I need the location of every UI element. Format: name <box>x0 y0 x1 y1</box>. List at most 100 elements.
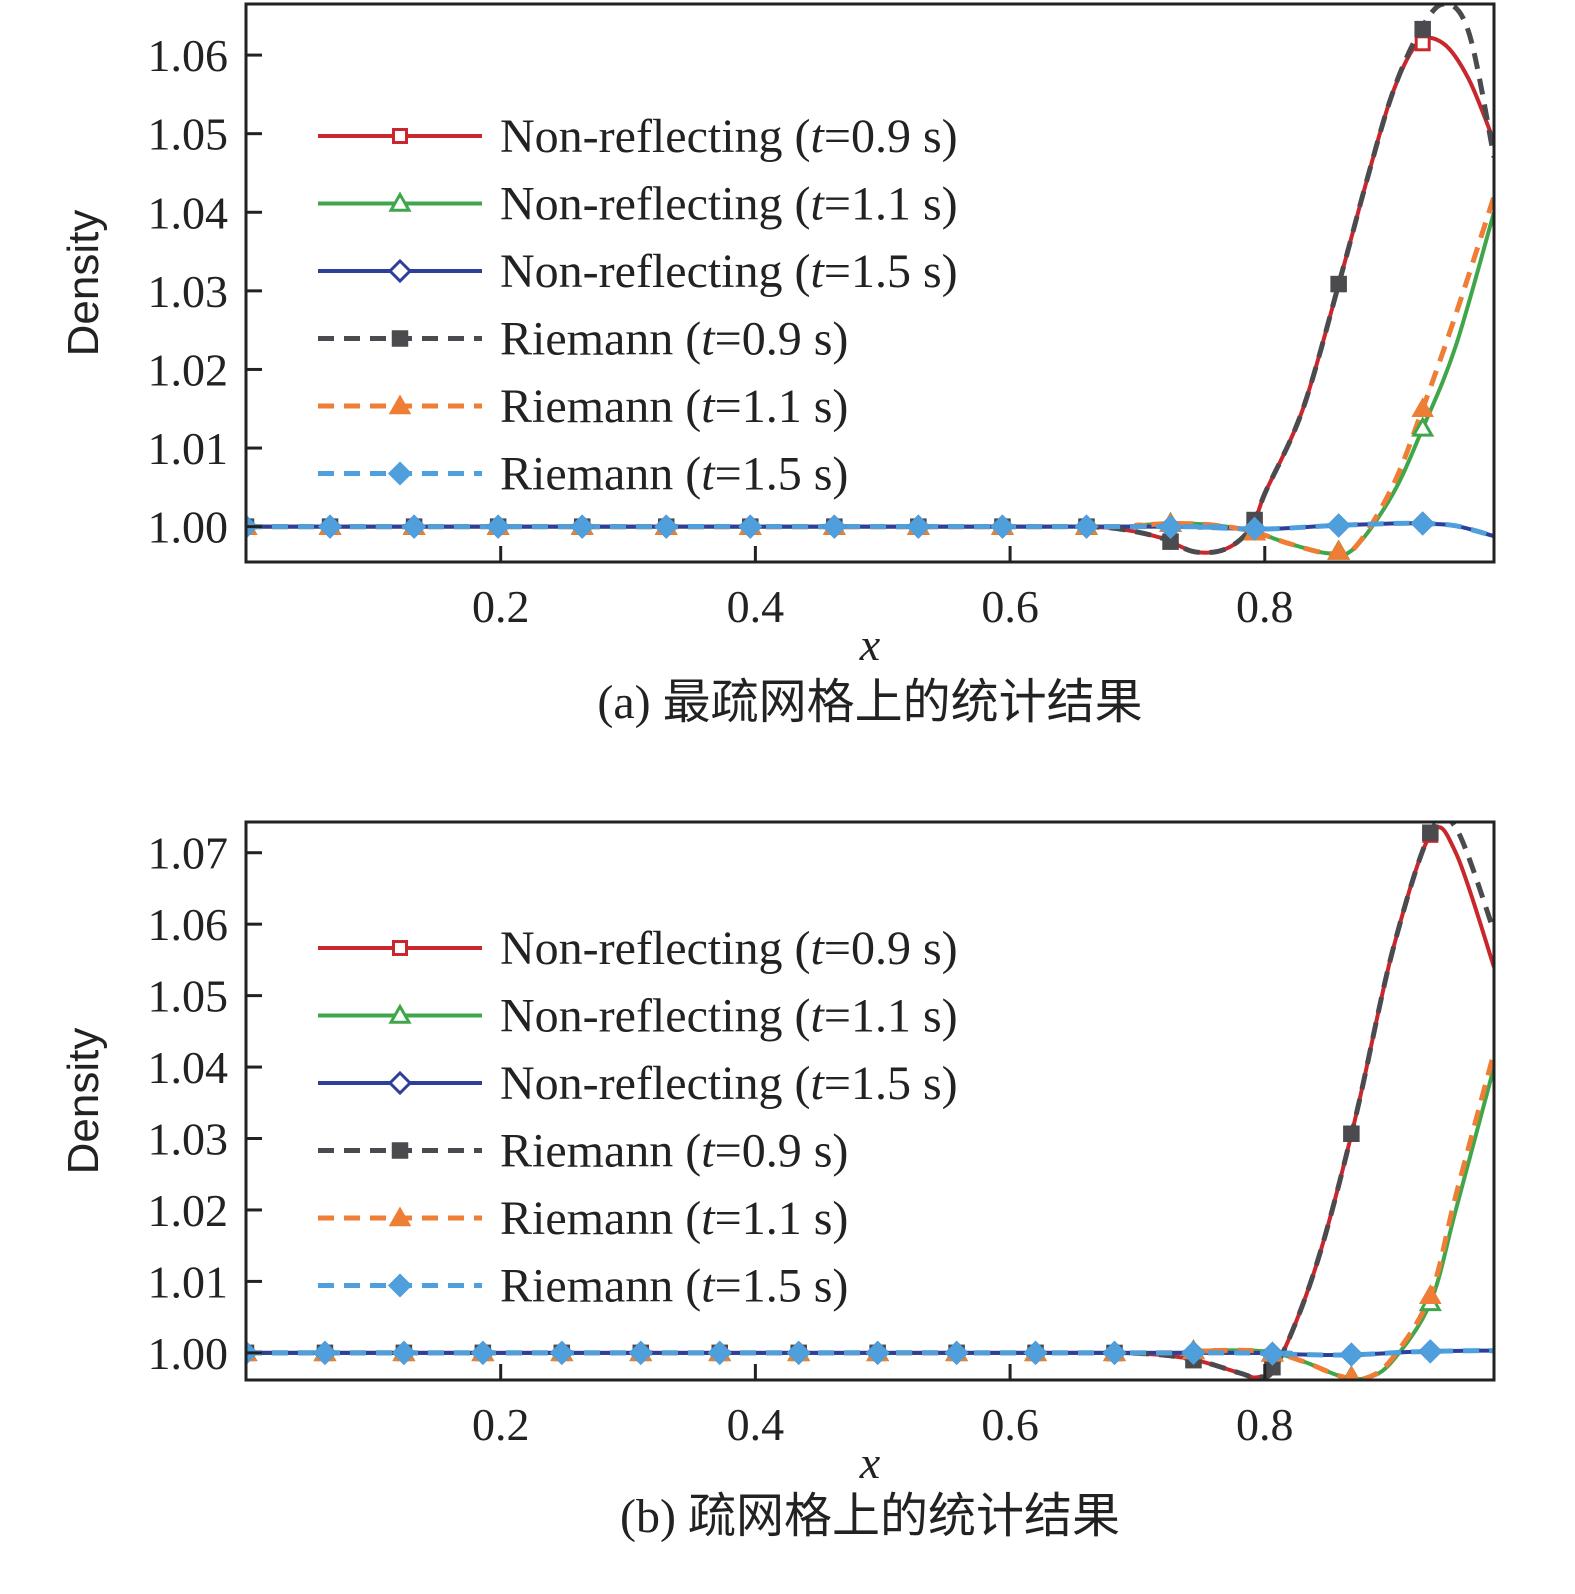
chart-panel-a: Non-reflecting (t=0.9 s) Non-reflecting (… <box>59 2 1496 729</box>
legend-label: Riemann (t=1.1 s) <box>500 380 848 433</box>
legend-item: Riemann (t=1.5 s) <box>318 448 848 501</box>
x-tick-label: 0.2 <box>472 581 530 632</box>
y-tick-label: 1.06 <box>148 899 229 950</box>
x-tick-label: 0.4 <box>727 581 785 632</box>
legend-label: Non-reflecting (t=1.1 s) <box>500 178 958 231</box>
y-tick-label: 1.00 <box>148 502 229 553</box>
data-point <box>738 514 763 539</box>
data-point <box>1418 1339 1443 1364</box>
x-axis-ticks: 0.2 0.4 0.6 0.8 <box>472 1364 1294 1450</box>
y-tick-label: 1.04 <box>148 1042 229 1093</box>
data-point <box>1343 1125 1360 1142</box>
legend-label: Riemann (t=1.5 s) <box>500 1260 848 1313</box>
data-point <box>1414 20 1431 38</box>
series-line <box>246 1348 1494 1358</box>
y-axis-ticks: 1.00 1.01 1.02 1.03 1.04 1.05 1.06 <box>148 30 262 553</box>
y-tick-label: 1.05 <box>148 109 229 160</box>
plot-area <box>246 4 1494 560</box>
y-tick-label: 1.02 <box>148 1185 229 1236</box>
y-tick-label: 1.01 <box>148 1256 229 1307</box>
x-axis-label: x <box>859 619 881 670</box>
data-point <box>1326 513 1351 538</box>
legend-marker <box>388 394 412 415</box>
data-point <box>402 514 427 539</box>
data-point <box>1411 416 1435 437</box>
data-point <box>570 514 595 539</box>
legend: Non-reflecting (t=0.9 s) Non-reflecting (… <box>318 110 958 501</box>
legend-marker <box>392 940 408 956</box>
data-point <box>1260 1341 1285 1366</box>
data-point <box>391 1340 416 1365</box>
x-tick-label: 0.8 <box>1236 581 1294 632</box>
y-axis-label: Density <box>59 210 108 357</box>
legend-marker <box>391 330 409 347</box>
legend-marker <box>387 1273 413 1298</box>
legend-marker <box>387 461 413 486</box>
legend-label: Non-reflecting (t=0.9 s) <box>500 922 958 975</box>
y-tick-label: 1.05 <box>148 971 229 1022</box>
legend-marker <box>388 1003 412 1024</box>
x-tick-label: 0.8 <box>1236 1399 1294 1450</box>
legend-item: Non-reflecting (t=1.1 s) <box>318 990 958 1043</box>
data-point <box>1339 1342 1364 1367</box>
legend-label: Riemann (t=0.9 s) <box>500 313 848 366</box>
data-point <box>1158 514 1183 540</box>
x-tick-label: 0.2 <box>472 1399 530 1450</box>
legend-item: Riemann (t=1.1 s) <box>318 380 848 433</box>
data-point <box>1343 1365 1360 1380</box>
legend-marker <box>392 128 408 144</box>
legend-marker <box>387 258 413 284</box>
chart-panel-b: Non-reflecting (t=0.9 s) Non-reflecting (… <box>59 820 1496 1543</box>
legend: Non-reflecting (t=0.9 s) Non-reflecting (… <box>318 922 958 1313</box>
y-tick-label: 1.02 <box>148 344 229 395</box>
legend-label: Riemann (t=0.9 s) <box>500 1125 848 1178</box>
legend-item: Non-reflecting (t=0.9 s) <box>318 922 958 975</box>
legend-label: Non-reflecting (t=1.5 s) <box>500 1057 958 1110</box>
data-point <box>1422 824 1439 841</box>
data-point <box>1327 539 1350 560</box>
y-tick-label: 1.00 <box>148 1328 229 1379</box>
data-point <box>1414 35 1431 52</box>
y-axis-ticks: 1.00 1.01 1.02 1.03 1.04 1.05 1.06 1.07 <box>148 828 262 1379</box>
data-point <box>486 514 511 539</box>
y-tick-label: 1.07 <box>148 828 229 879</box>
data-point <box>317 514 343 539</box>
data-point <box>654 514 679 539</box>
data-point <box>1410 511 1435 536</box>
data-point <box>628 1340 653 1365</box>
data-point <box>1242 516 1267 541</box>
data-point <box>865 1340 890 1365</box>
x-axis-ticks: 0.2 0.4 0.6 0.8 <box>472 546 1294 632</box>
legend-marker <box>391 1142 409 1159</box>
y-tick-label: 1.06 <box>148 30 229 81</box>
y-tick-label: 1.03 <box>148 266 229 317</box>
y-axis-label: Density <box>59 1028 108 1175</box>
legend-item: Riemann (t=1.1 s) <box>318 1192 848 1245</box>
data-point <box>1419 1284 1442 1304</box>
data-point <box>312 1340 338 1365</box>
legend-label: Non-reflecting (t=1.5 s) <box>500 245 958 298</box>
y-tick-label: 1.04 <box>148 187 229 238</box>
x-tick-label: 0.6 <box>981 581 1039 632</box>
x-tick-label: 0.6 <box>981 1399 1039 1450</box>
data-point <box>1102 1340 1127 1365</box>
legend-label: Non-reflecting (t=0.9 s) <box>500 110 958 163</box>
legend-label: Riemann (t=1.5 s) <box>500 448 848 501</box>
data-point <box>549 1340 574 1365</box>
y-tick-label: 1.01 <box>148 423 229 474</box>
legend-item: Non-reflecting (t=0.9 s) <box>318 110 958 163</box>
y-tick-label: 1.03 <box>148 1114 229 1165</box>
data-point <box>707 1340 732 1365</box>
data-point <box>786 1340 811 1365</box>
legend-item: Non-reflecting (t=1.1 s) <box>318 178 958 231</box>
data-point <box>1074 514 1099 539</box>
legend-item: Riemann (t=1.5 s) <box>318 1260 848 1313</box>
data-point <box>1411 397 1434 417</box>
legend-item: Non-reflecting (t=1.5 s) <box>318 245 958 298</box>
data-point <box>990 514 1015 539</box>
data-point <box>944 1340 969 1365</box>
data-point <box>1023 1340 1048 1365</box>
legend-marker <box>387 1070 413 1096</box>
x-tick-label: 0.4 <box>727 1399 785 1450</box>
